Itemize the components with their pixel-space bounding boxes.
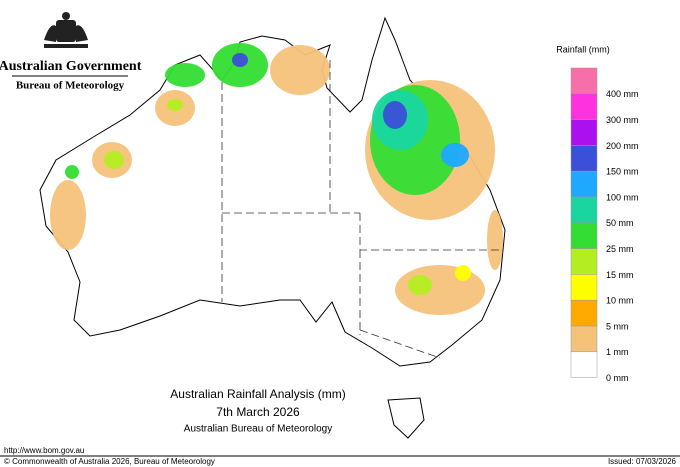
state-borders (221, 60, 500, 359)
legend-swatch (570, 274, 598, 301)
legend-swatch (570, 325, 598, 353)
legend-swatch (570, 222, 598, 249)
url: http://www.bom.gov.au (4, 446, 84, 455)
crest (44, 12, 88, 48)
map-title: Australian Rainfall Analysis (mm) (170, 387, 345, 401)
legend-swatch (570, 351, 598, 378)
legend-swatch (570, 299, 598, 327)
legend-swatch (570, 170, 598, 198)
legend-label: 5 mm (606, 321, 629, 331)
legend-swatch (570, 248, 598, 275)
legend-label: 15 mm (606, 270, 634, 280)
legend-label: 100 mm (606, 192, 639, 202)
government: Australian Government (0, 59, 142, 74)
issued: Issued: 07/03/2026 (608, 457, 677, 466)
legend-label: 1 mm (606, 347, 629, 357)
legend-label: 0 mm (606, 373, 629, 383)
map-date: 7th March 2026 (216, 405, 300, 419)
legend-label: 300 mm (606, 115, 639, 125)
map (39, 16, 506, 439)
legend-label: 50 mm (606, 218, 634, 228)
legend-label: 25 mm (606, 244, 634, 254)
legend-swatch (570, 145, 598, 172)
legend-title: Rainfall (mm) (556, 44, 610, 54)
legend-label: 200 mm (606, 141, 639, 151)
legend-swatch (570, 93, 598, 120)
legend-swatch (570, 196, 598, 224)
map-source: Australian Bureau of Meteorology (184, 424, 332, 435)
copyright: © Commonwealth of Australia 2026, Bureau… (4, 457, 215, 466)
legend-label: 400 mm (606, 89, 639, 99)
legend: Rainfall (mm) 400 mm 300 mm 200 mm 150 mm 10… (556, 44, 638, 383)
legend-swatch (570, 67, 598, 95)
legend-swatch (570, 119, 598, 146)
agency: Bureau of Meteorology (16, 80, 125, 92)
rain-areas (50, 43, 503, 315)
tasmania (387, 397, 425, 439)
legend-label: 150 mm (606, 167, 639, 177)
legend-label: 10 mm (606, 296, 634, 306)
